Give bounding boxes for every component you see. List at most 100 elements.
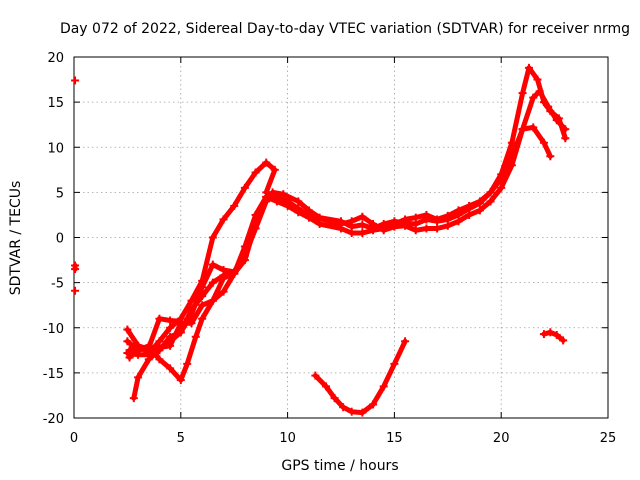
data-point — [134, 346, 143, 355]
data-point — [529, 123, 538, 132]
data-point — [219, 215, 228, 224]
series-trace-8 — [539, 328, 568, 345]
data-point — [304, 213, 313, 222]
axes: 0 5 10 15 20 25 -20 -15 -10 -5 0 5 10 15 20 — [43, 51, 617, 446]
data-point — [187, 296, 196, 305]
data-point — [524, 63, 533, 72]
grid-lines — [74, 57, 608, 418]
data-point — [475, 197, 484, 206]
data-point — [71, 265, 80, 274]
data-point — [486, 188, 495, 197]
data-point — [507, 138, 516, 147]
data-point — [497, 183, 506, 192]
data-point — [390, 219, 399, 228]
data-point — [546, 152, 555, 161]
data-point — [559, 336, 568, 345]
series-pt-a — [71, 76, 80, 85]
data-point — [187, 305, 196, 314]
data-point — [294, 197, 303, 206]
data-point — [433, 215, 442, 224]
data-point — [230, 201, 239, 210]
data-point — [497, 174, 506, 183]
data-point — [422, 224, 431, 233]
y-tick-label: 10 — [47, 141, 64, 156]
data-point — [176, 376, 185, 385]
data-point — [347, 228, 356, 237]
data-point — [166, 316, 175, 325]
data-point — [358, 212, 367, 221]
data-point — [294, 208, 303, 217]
data-point — [507, 152, 516, 161]
data-point — [443, 221, 452, 230]
data-point — [401, 215, 410, 224]
data-point — [454, 217, 463, 226]
data-point — [155, 355, 164, 364]
series-line — [124, 65, 568, 354]
data-point — [198, 301, 207, 310]
data-point — [262, 192, 271, 201]
data-point — [144, 350, 153, 359]
data-point — [129, 394, 138, 403]
data-point — [134, 373, 143, 382]
data-point — [358, 228, 367, 237]
data-point — [208, 278, 217, 287]
series-line — [127, 88, 568, 356]
data-point — [240, 183, 249, 192]
data-point — [262, 158, 271, 167]
data-point — [279, 190, 288, 199]
series-line — [131, 194, 269, 401]
data-point — [166, 341, 175, 350]
y-tick-label: -5 — [51, 277, 64, 292]
data-point — [561, 134, 570, 143]
y-tick-label: -20 — [43, 412, 64, 427]
data-point — [401, 337, 410, 346]
data-point — [369, 226, 378, 235]
data-point — [123, 349, 132, 358]
data-point — [283, 201, 292, 210]
data-point — [518, 89, 527, 98]
data-point — [208, 296, 217, 305]
data-point — [529, 93, 538, 102]
data-point — [219, 287, 228, 296]
data-point — [166, 364, 175, 373]
data-point — [270, 165, 279, 174]
data-point — [230, 269, 239, 278]
data-point — [144, 343, 153, 352]
series-trace-6 — [123, 314, 185, 355]
data-point — [155, 343, 164, 352]
series-trace-7 — [311, 337, 410, 417]
data-point — [71, 286, 80, 295]
data-point — [544, 102, 553, 111]
data-point — [155, 314, 164, 323]
data-point — [475, 206, 484, 215]
data-point — [311, 371, 320, 380]
x-tick-label: 0 — [70, 431, 78, 446]
plot-frame — [73, 56, 609, 419]
data-point — [322, 382, 331, 391]
data-point — [208, 260, 217, 269]
x-tick-label: 5 — [177, 431, 185, 446]
data-point — [552, 330, 561, 339]
series-pt-c — [71, 286, 80, 295]
data-point — [166, 323, 175, 332]
data-point — [358, 220, 367, 229]
x-tick-label: 20 — [493, 431, 510, 446]
data-point — [337, 224, 345, 233]
x-tick-label: 25 — [600, 431, 617, 446]
data-point — [486, 197, 495, 206]
data-point — [347, 407, 356, 416]
data-point — [379, 224, 388, 233]
data-point — [390, 359, 399, 368]
x-axis-label: GPS time / hours — [281, 458, 398, 474]
data-series — [71, 63, 570, 417]
x-tick-label: 15 — [386, 431, 403, 446]
data-point — [240, 256, 249, 265]
data-point — [123, 337, 132, 346]
y-tick-label: 5 — [56, 186, 64, 201]
y-tick-label: 0 — [56, 232, 64, 247]
data-point — [198, 314, 207, 323]
x-tick-label: 10 — [279, 431, 296, 446]
y-tick-label: 20 — [47, 51, 64, 66]
data-point — [369, 400, 378, 409]
